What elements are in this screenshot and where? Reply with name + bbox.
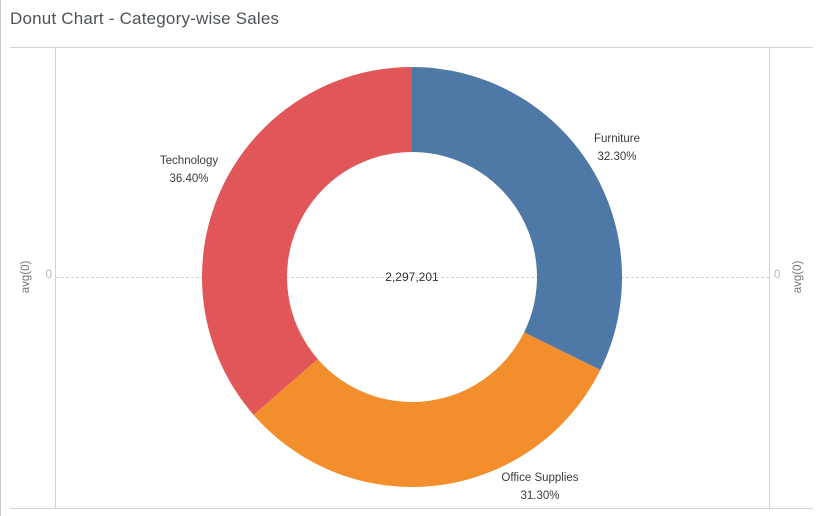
chart-title: Donut Chart - Category-wise Sales [10, 9, 280, 28]
segment-label-furniture-name: Furniture [593, 133, 641, 145]
segment-label-furniture: Furniture 32.30% [547, 130, 687, 166]
donut-segment-technology[interactable] [202, 67, 412, 415]
window-left-border [0, 0, 1, 516]
zero-gridline [56, 277, 769, 278]
segment-label-office-supplies-name: Office Supplies [501, 472, 579, 484]
segment-label-technology: Technology 36.40% [119, 152, 259, 188]
left-axis-tick-zero: 0 [45, 269, 52, 281]
pane-bottom-border [10, 508, 813, 509]
pane-top-border [10, 47, 813, 48]
segment-label-furniture-percent: 32.30% [597, 151, 637, 163]
segment-label-technology-name: Technology [159, 155, 219, 167]
segment-label-office-supplies-percent: 31.30% [520, 490, 560, 502]
donut-segment-office-supplies[interactable] [253, 332, 601, 487]
right-axis-tick-zero: 0 [774, 269, 781, 281]
segment-label-office-supplies: Office Supplies 31.30% [470, 469, 610, 505]
donut-center-total: 2,297,201 [385, 270, 439, 284]
right-axis-border [769, 47, 770, 508]
left-axis-border [55, 47, 56, 508]
segment-label-technology-percent: 36.40% [169, 173, 209, 185]
donut-segment-furniture[interactable] [412, 67, 622, 370]
